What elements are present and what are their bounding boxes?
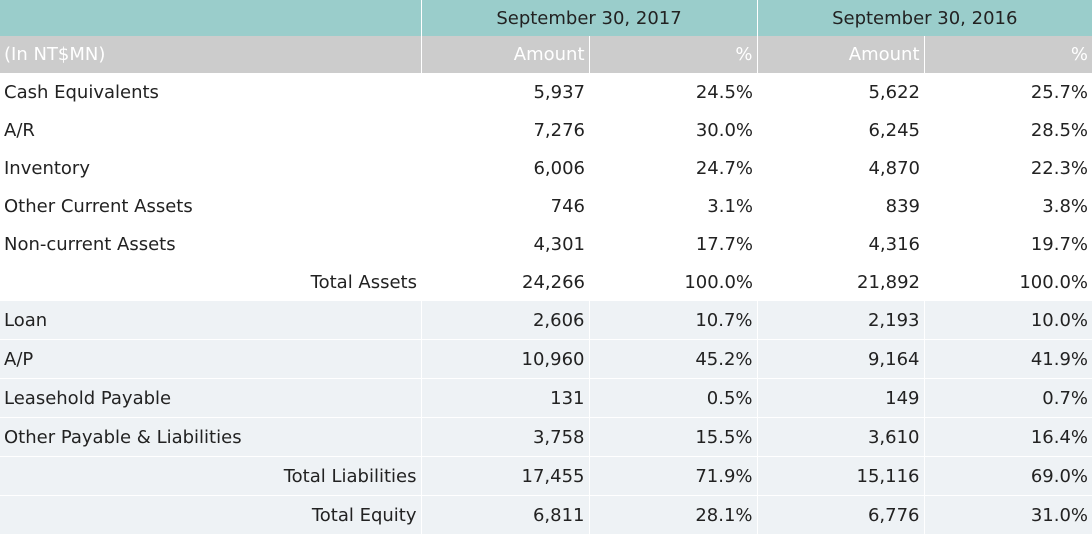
amount-2016-cell: 4,870	[868, 157, 920, 179]
amount-2017-cell: 2,606	[420, 301, 589, 340]
period-2016-header: September 30, 2016	[756, 0, 1092, 36]
row-label: A/R	[4, 119, 35, 141]
amount-2017-cell: 5,937	[533, 81, 585, 103]
percent-2016-cell: 69.0%	[923, 456, 1092, 496]
percent-2017-cell: 10.7%	[588, 301, 757, 340]
percent-2016-header: %	[923, 36, 1092, 73]
row-label: Cash Equivalents	[4, 81, 159, 103]
total-liabilities-label: Total Liabilities	[0, 456, 421, 496]
amount-2017-header: Amount	[420, 36, 589, 73]
percent-2016-cell: 31.0%	[923, 495, 1092, 535]
amount-2016-cell: 21,892	[857, 271, 920, 293]
amount-2017-cell: 24,266	[522, 271, 585, 293]
percent-2016-cell: 19.7%	[1030, 233, 1088, 255]
total-equity-row: Total Equity 6,811 28.1% 6,776 31.0%	[0, 495, 1092, 535]
percent-2016-cell: 22.3%	[1030, 157, 1088, 179]
percent-2016-cell: 28.5%	[1030, 119, 1088, 141]
total-liabilities-row: Total Liabilities 17,455 71.9% 15,116 69…	[0, 456, 1092, 496]
percent-2017-cell: 71.9%	[588, 456, 757, 496]
percent-2017-cell: 24.7%	[695, 157, 753, 179]
amount-2017-cell: 6,006	[533, 157, 585, 179]
row-label: Loan	[0, 301, 421, 340]
total-equity-label: Total Equity	[0, 495, 421, 535]
percent-2016-cell: 25.7%	[1030, 81, 1088, 103]
table-row: Other Payable & Liabilities 3,758 15.5% …	[0, 417, 1092, 457]
row-label: A/P	[0, 339, 421, 379]
amount-2017-cell: 17,455	[420, 456, 589, 496]
unit-label: (In NT$MN)	[0, 36, 421, 73]
table-row: Other Current Assets 746 3.1% 839 3.8%	[0, 187, 1092, 225]
total-assets-row: Total Assets 24,266 100.0% 21,892 100.0%	[0, 263, 1092, 301]
table-row: Non-current Assets 4,301 17.7% 4,316 19.…	[0, 225, 1092, 263]
row-label: Inventory	[4, 157, 90, 179]
percent-2017-cell: 3.1%	[707, 195, 753, 217]
table-row: Cash Equivalents 5,937 24.5% 5,622 25.7%	[0, 73, 1092, 111]
percent-2016-cell: 3.8%	[1042, 195, 1088, 217]
amount-2016-cell: 839	[885, 195, 920, 217]
table-row: Loan 2,606 10.7% 2,193 10.0%	[0, 301, 1092, 340]
percent-2017-cell: 15.5%	[588, 417, 757, 457]
percent-2017-cell: 24.5%	[695, 81, 753, 103]
amount-2016-cell: 5,622	[868, 81, 920, 103]
percent-2017-cell: 30.0%	[695, 119, 753, 141]
table-row: Leasehold Payable 131 0.5% 149 0.7%	[0, 378, 1092, 418]
amount-2017-cell: 7,276	[533, 119, 585, 141]
percent-2016-cell: 10.0%	[923, 301, 1092, 340]
amount-2017-cell: 4,301	[533, 233, 585, 255]
percent-2017-header: %	[588, 36, 757, 73]
percent-2017-cell: 17.7%	[695, 233, 753, 255]
amount-2016-header: Amount	[756, 36, 924, 73]
amount-2016-cell: 6,776	[756, 495, 924, 535]
amount-2016-cell: 15,116	[756, 456, 924, 496]
amount-2016-cell: 9,164	[756, 339, 924, 379]
table-row: A/P 10,960 45.2% 9,164 41.9%	[0, 339, 1092, 379]
period-2017-header: September 30, 2017	[420, 0, 757, 36]
row-label: Leasehold Payable	[0, 378, 421, 418]
table-row: A/R 7,276 30.0% 6,245 28.5%	[0, 111, 1092, 149]
percent-2016-cell: 100.0%	[1019, 271, 1088, 293]
total-assets-label: Total Assets	[310, 271, 417, 293]
amount-2016-cell: 4,316	[868, 233, 920, 255]
amount-2017-cell: 131	[420, 378, 589, 418]
period-header-row: September 30, 2017 September 30, 2016	[0, 0, 1092, 36]
amount-2016-cell: 2,193	[756, 301, 924, 340]
percent-2016-cell: 0.7%	[923, 378, 1092, 418]
amount-2017-cell: 10,960	[420, 339, 589, 379]
table-row: Inventory 6,006 24.7% 4,870 22.3%	[0, 149, 1092, 187]
percent-2017-cell: 45.2%	[588, 339, 757, 379]
amount-2016-cell: 3,610	[756, 417, 924, 457]
percent-2017-cell: 0.5%	[588, 378, 757, 418]
percent-2016-cell: 41.9%	[923, 339, 1092, 379]
column-header-row: (In NT$MN) Amount % Amount %	[0, 36, 1092, 73]
amount-2017-cell: 746	[550, 195, 585, 217]
row-label: Other Current Assets	[4, 195, 193, 217]
amount-2017-cell: 6,811	[420, 495, 589, 535]
row-label: Other Payable & Liabilities	[0, 417, 421, 457]
percent-2016-cell: 16.4%	[923, 417, 1092, 457]
percent-2017-cell: 100.0%	[684, 271, 753, 293]
amount-2016-cell: 6,245	[868, 119, 920, 141]
amount-2016-cell: 149	[756, 378, 924, 418]
header-blank-cell	[0, 0, 421, 36]
percent-2017-cell: 28.1%	[588, 495, 757, 535]
amount-2017-cell: 3,758	[420, 417, 589, 457]
row-label: Non-current Assets	[4, 233, 176, 255]
